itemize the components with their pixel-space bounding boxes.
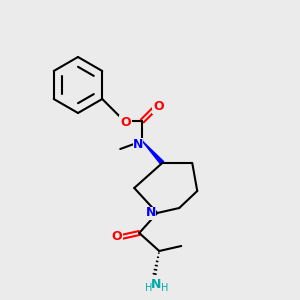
- Text: O: O: [111, 230, 122, 244]
- Text: O: O: [153, 100, 164, 112]
- Text: O: O: [120, 116, 130, 130]
- Text: N: N: [133, 137, 143, 151]
- Text: H: H: [160, 283, 168, 293]
- Text: N: N: [146, 206, 156, 220]
- Polygon shape: [142, 141, 164, 164]
- Text: H: H: [145, 283, 152, 293]
- Text: N: N: [151, 278, 161, 290]
